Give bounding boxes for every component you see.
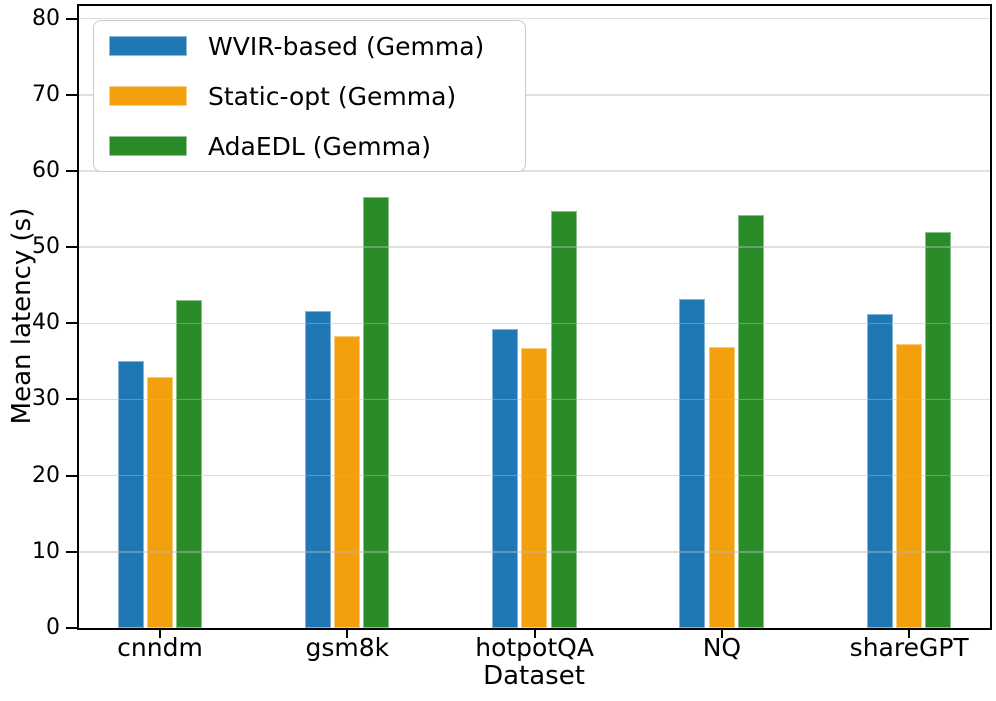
x-tick-label: gsm8k: [305, 633, 390, 662]
bar-gsm8k-2: [363, 196, 390, 628]
y-tick-mark: [66, 322, 77, 325]
legend-label: AdaEDL (Gemma): [208, 131, 432, 161]
y-axis-label-text: Mean latency (s): [7, 207, 37, 425]
bar-shareGPT-2: [925, 231, 952, 628]
y-tick-label: 60: [32, 157, 60, 183]
bar-NQ-2: [737, 215, 764, 628]
legend: WVIR-based (Gemma) Static-opt (Gemma) AdaE…: [93, 20, 526, 172]
y-tick-mark: [66, 550, 77, 553]
bar-shareGPT-0: [866, 314, 893, 628]
legend-item: WVIR-based (Gemma): [109, 34, 525, 59]
x-tick-label: hotpotQA: [475, 633, 594, 662]
bar-cnndm-0: [117, 361, 144, 628]
y-tick-label: 0: [46, 615, 60, 640]
gridline: [79, 246, 990, 248]
legend-swatch-icon: [109, 36, 187, 56]
bar-NQ-1: [708, 346, 735, 628]
bar-NQ-0: [679, 298, 706, 628]
y-tick-label: 10: [32, 538, 60, 564]
x-tick-label: NQ: [702, 633, 742, 662]
bar-gsm8k-0: [304, 311, 331, 628]
bar-cnndm-2: [175, 299, 202, 628]
bar-cnndm-1: [146, 376, 173, 628]
y-tick-mark: [66, 169, 77, 172]
x-tick-mark: [908, 628, 911, 638]
x-tick-label: cnndm: [117, 633, 203, 662]
legend-label: WVIR-based (Gemma): [208, 31, 485, 61]
bar-hotpotQA-1: [521, 347, 548, 628]
legend-item: AdaEDL (Gemma): [109, 134, 525, 159]
plot-area: WVIR-based (Gemma) Static-opt (Gemma) AdaE…: [77, 4, 992, 630]
y-tick-mark: [66, 627, 77, 629]
gridline: [79, 322, 990, 325]
x-tick-label: shareGPT: [849, 633, 969, 662]
y-tick-label: 50: [32, 234, 60, 260]
legend-label: Static-opt (Gemma): [208, 81, 457, 111]
y-tick-label: 80: [32, 5, 60, 31]
x-tick-mark: [533, 628, 536, 638]
y-tick-mark: [66, 17, 77, 20]
legend-swatch-icon: [109, 136, 187, 156]
x-axis-label: Dataset: [483, 661, 585, 691]
y-tick-mark: [66, 398, 77, 401]
bar-hotpotQA-2: [550, 211, 577, 628]
y-tick-label: 20: [32, 462, 60, 488]
x-tick-mark: [159, 628, 161, 638]
bar-shareGPT-1: [895, 343, 922, 628]
y-tick-mark: [66, 93, 77, 96]
legend-item: Static-opt (Gemma): [109, 84, 525, 109]
legend-swatch-icon: [109, 86, 187, 106]
x-tick-mark: [720, 628, 723, 638]
x-tick-mark: [346, 628, 349, 638]
bar-gsm8k-1: [334, 336, 360, 628]
y-tick-label: 70: [32, 81, 60, 107]
y-tick-label: 40: [32, 310, 60, 336]
y-tick-label: 30: [32, 386, 60, 412]
bar-hotpotQA-0: [492, 329, 519, 628]
y-tick-mark: [66, 474, 77, 477]
y-tick-mark: [66, 246, 77, 249]
